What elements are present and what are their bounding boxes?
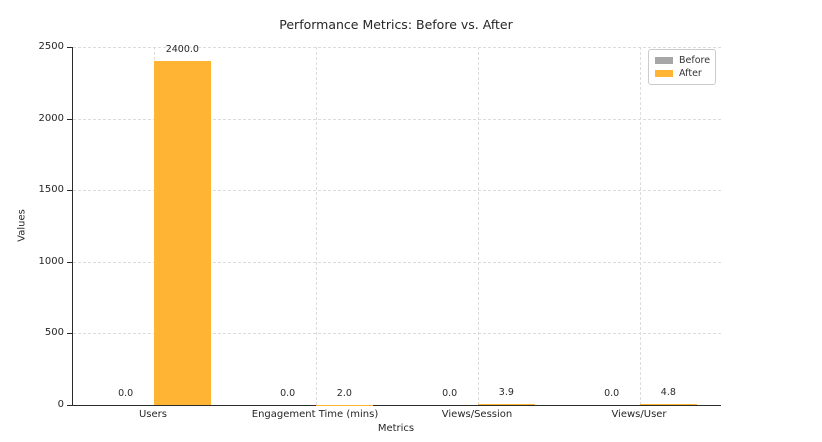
x-tick-label: Engagement Time (mins) — [251, 409, 379, 420]
chart-title: Performance Metrics: Before vs. After — [279, 17, 513, 32]
y-tick-mark — [67, 333, 72, 335]
legend-label: Before — [679, 55, 711, 66]
y-tick-label: 1000 — [38, 255, 64, 267]
legend-label: After — [679, 68, 702, 79]
y-tick-mark — [67, 118, 72, 120]
y-tick-label: 2000 — [38, 112, 64, 124]
legend-row-after: After — [655, 67, 708, 80]
bar-value-label: 0.0 — [118, 388, 134, 399]
bar-after-4 — [640, 404, 697, 405]
legend-swatch-after — [655, 70, 673, 77]
horizontal-gridline — [73, 261, 721, 263]
bar-value-label: 0.0 — [280, 388, 296, 399]
horizontal-gridline — [73, 333, 721, 335]
y-tick-label: 500 — [44, 327, 64, 339]
y-tick-mark — [67, 261, 72, 263]
bar-value-label: 0.0 — [442, 388, 458, 399]
vertical-gridline — [478, 47, 479, 405]
y-tick-mark — [67, 47, 72, 48]
y-tick-mark — [67, 405, 72, 406]
legend-swatch-before — [655, 57, 673, 64]
horizontal-gridline — [73, 190, 721, 192]
x-axis-label: Metrics — [377, 423, 415, 434]
x-tick-label: Views/Session — [441, 409, 513, 420]
bar-value-label: 2.0 — [336, 387, 352, 399]
bar-value-label: 3.9 — [498, 387, 514, 399]
y-tick-label: 2500 — [38, 41, 64, 52]
x-tick-label: Views/User — [611, 409, 667, 420]
legend: Before After — [648, 49, 716, 85]
legend-row-before: Before — [655, 54, 711, 67]
y-tick-label: 0 — [57, 399, 64, 410]
bar-after-3 — [478, 404, 535, 405]
vertical-gridline — [316, 47, 317, 405]
y-tick-label: 1500 — [38, 184, 64, 196]
horizontal-gridline — [73, 47, 721, 48]
vertical-gridline — [640, 47, 641, 405]
bar-value-label: 0.0 — [604, 388, 620, 399]
bar-value-label: 4.8 — [660, 387, 676, 399]
x-tick-label: Users — [138, 409, 167, 420]
y-tick-mark — [67, 190, 72, 192]
y-axis-label: Values — [16, 209, 28, 242]
plot-area: 0.0 0.0 0.0 0.0 2400.0 2.0 3.9 4.8 — [72, 44, 721, 406]
bar-value-label: 2400.0 — [165, 44, 199, 56]
horizontal-gridline — [73, 118, 721, 120]
bar-after-1 — [154, 61, 211, 405]
